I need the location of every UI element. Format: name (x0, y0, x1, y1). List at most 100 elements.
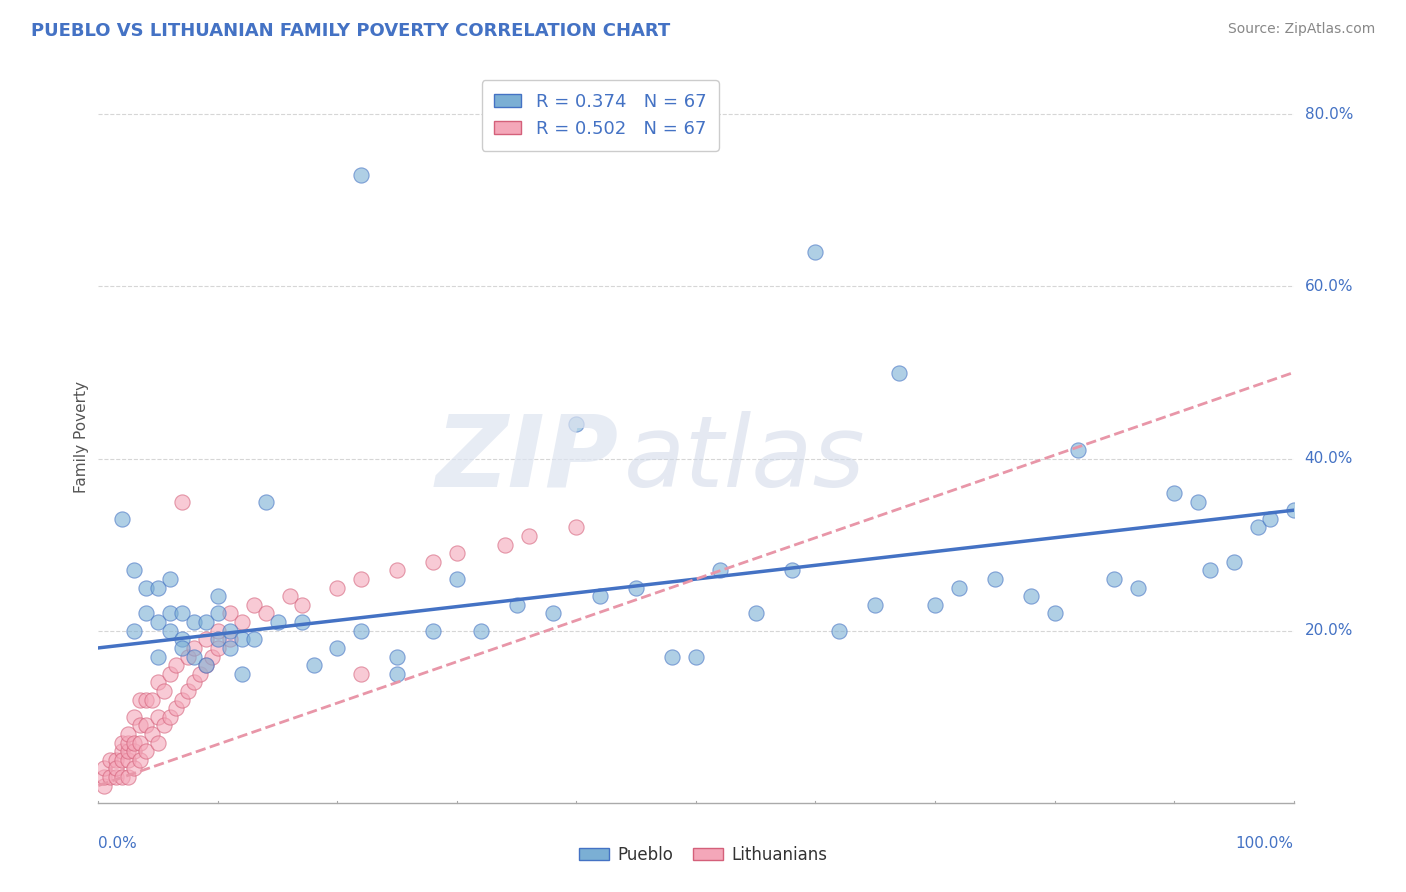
Point (1258, 512, 1281, 526)
Text: 60.0%: 60.0% (1305, 279, 1353, 294)
Point (267, 615, 290, 629)
Point (207, 640, 229, 655)
Point (111, 770, 134, 784)
Point (385, 649, 409, 664)
Point (183, 675, 205, 690)
Point (129, 718, 152, 732)
Point (350, 168, 373, 182)
Point (172, 607, 194, 621)
Point (117, 753, 139, 767)
Text: ZIP: ZIP (436, 410, 619, 508)
Point (93, 761, 115, 775)
Point (111, 753, 134, 767)
Point (172, 640, 194, 655)
Point (148, 615, 170, 629)
Point (105, 753, 128, 767)
Point (201, 649, 224, 664)
Point (124, 761, 146, 775)
Point (948, 581, 970, 595)
Point (124, 564, 146, 578)
Point (172, 494, 194, 508)
Point (1187, 494, 1209, 508)
Point (446, 572, 468, 586)
Point (326, 581, 349, 595)
Point (422, 624, 444, 638)
Point (177, 684, 200, 698)
Text: 40.0%: 40.0% (1305, 451, 1353, 467)
Point (243, 598, 266, 612)
Point (828, 624, 851, 638)
Point (924, 598, 946, 612)
Text: 80.0%: 80.0% (1305, 107, 1353, 122)
Point (506, 598, 529, 612)
Point (172, 692, 194, 706)
Point (117, 735, 139, 749)
Point (804, 245, 827, 260)
Point (1247, 520, 1270, 534)
Point (661, 649, 683, 664)
Point (1019, 589, 1042, 603)
Point (148, 735, 170, 749)
Point (231, 666, 253, 681)
Point (159, 607, 181, 621)
Point (135, 744, 157, 758)
Point (105, 770, 128, 784)
Point (148, 710, 170, 724)
Point (148, 581, 170, 595)
Point (98, 770, 122, 784)
Point (565, 417, 588, 432)
Point (219, 607, 242, 621)
Point (153, 718, 176, 732)
Point (326, 640, 349, 655)
Point (385, 666, 409, 681)
Point (626, 581, 648, 595)
Point (93, 779, 115, 793)
Point (780, 564, 803, 578)
Point (865, 598, 887, 612)
Point (172, 632, 194, 647)
Point (219, 640, 242, 655)
Point (183, 615, 205, 629)
Point (129, 692, 152, 706)
Point (183, 640, 205, 655)
Point (124, 744, 146, 758)
Y-axis label: Family Poverty: Family Poverty (75, 381, 89, 493)
Point (291, 598, 314, 612)
Text: PUEBLO VS LITHUANIAN FAMILY POVERTY CORRELATION CHART: PUEBLO VS LITHUANIAN FAMILY POVERTY CORR… (31, 22, 671, 40)
Point (141, 727, 163, 741)
Point (709, 564, 731, 578)
Point (129, 735, 152, 749)
Point (124, 710, 146, 724)
Point (278, 589, 301, 603)
Point (159, 666, 181, 681)
Point (219, 632, 242, 647)
Point (135, 581, 157, 595)
Point (111, 512, 134, 526)
Point (148, 675, 170, 690)
Point (177, 649, 200, 664)
Point (188, 666, 211, 681)
Point (889, 366, 911, 380)
Point (207, 624, 229, 638)
Point (141, 692, 163, 706)
Point (1199, 564, 1222, 578)
Point (350, 572, 373, 586)
Legend: Pueblo, Lithuanians: Pueblo, Lithuanians (572, 839, 834, 871)
Point (207, 607, 229, 621)
Point (446, 546, 468, 560)
Point (195, 658, 218, 673)
Text: Source: ZipAtlas.com: Source: ZipAtlas.com (1227, 22, 1375, 37)
Point (135, 692, 157, 706)
Point (385, 564, 409, 578)
Point (207, 589, 229, 603)
Point (117, 744, 139, 758)
Point (219, 624, 242, 638)
Text: 0.0%: 0.0% (98, 836, 138, 851)
Point (984, 572, 1007, 586)
Point (1223, 555, 1246, 569)
Point (195, 658, 218, 673)
Point (111, 735, 134, 749)
Point (159, 624, 181, 638)
Point (124, 624, 146, 638)
Point (153, 684, 176, 698)
